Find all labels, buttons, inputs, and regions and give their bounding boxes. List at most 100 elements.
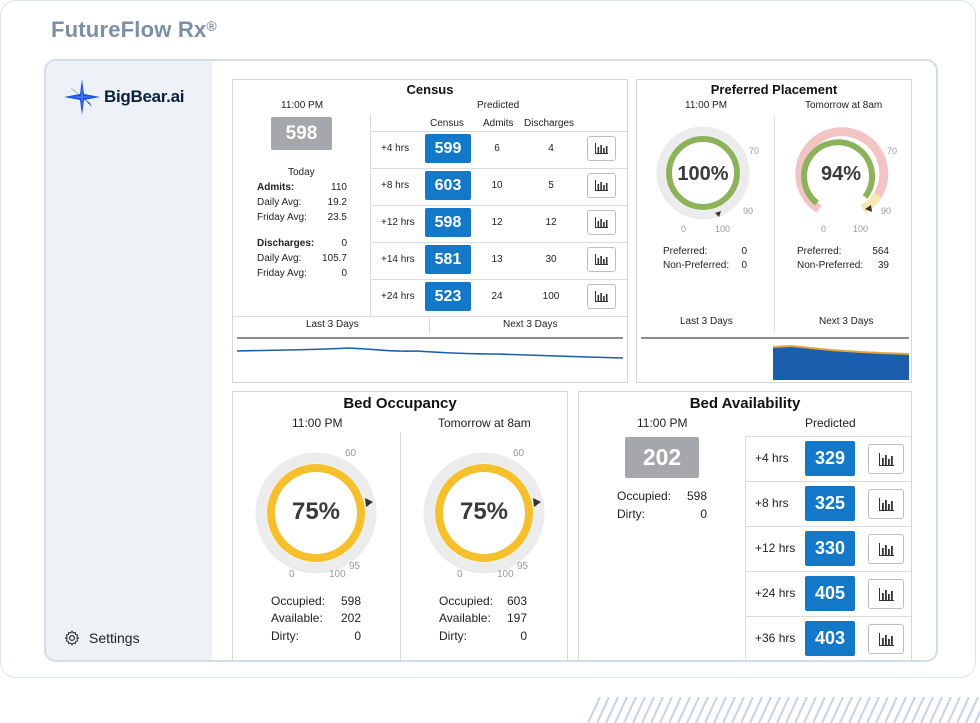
placement-right-tick-100: 100 <box>853 224 869 234</box>
bar-chart-icon <box>595 217 608 228</box>
app-window: FutureFlow Rx® BigBear.ai Settings <box>0 0 976 678</box>
placement-right-preferred-value: 564 <box>872 246 889 257</box>
col-admits-header: Admits <box>483 118 514 129</box>
placement-left-tick-100: 100 <box>715 224 731 234</box>
placement-right-tick-90: 90 <box>881 206 892 216</box>
placement-left-tick-70: 70 <box>749 146 760 156</box>
row-separator <box>371 168 627 169</box>
placement-right-preferred-label: Preferred: <box>797 246 842 257</box>
row-offset: +12 hrs <box>755 541 796 555</box>
row-discharges-value: 100 <box>542 291 560 302</box>
placement-right-percent: 94% <box>820 163 862 185</box>
bar-chart-icon <box>878 587 894 601</box>
discharges-label: Discharges: <box>257 238 315 249</box>
discharges-friday-avg: 0 <box>341 268 347 279</box>
row-offset: +36 hrs <box>755 631 796 645</box>
census-footer-divider <box>429 316 430 334</box>
row-separator <box>746 616 911 617</box>
sidebar: BigBear.ai Settings <box>46 61 212 660</box>
occupancy-right-percent: 75% <box>459 498 509 525</box>
row-chart-button[interactable] <box>587 210 616 235</box>
row-chart-button[interactable] <box>587 136 616 161</box>
placement-left-tick-90: 90 <box>743 206 754 216</box>
row-chart-button[interactable] <box>587 247 616 272</box>
row-census-value: 599 <box>425 134 471 163</box>
row-census-value: 581 <box>425 245 471 274</box>
row-separator <box>746 526 911 527</box>
row-admits-value: 10 <box>491 180 503 191</box>
settings-link[interactable]: Settings <box>64 630 140 646</box>
occupancy-right-dirty-label: Dirty: <box>439 629 467 643</box>
occupancy-right-occupied-value: 603 <box>506 594 527 608</box>
gear-icon <box>64 630 80 646</box>
row-chart-button[interactable] <box>587 284 616 309</box>
row-chart-button[interactable] <box>868 624 904 654</box>
census-panel: Census 11:00 PM Predicted 598 Today Admi… <box>232 79 628 383</box>
placement-divider <box>774 116 775 332</box>
occupancy-left-dirty-label: Dirty: <box>271 629 299 643</box>
row-availability-value: 403 <box>805 621 855 656</box>
occupancy-right-tick-100: 100 <box>497 569 514 580</box>
occupancy-title: Bed Occupancy <box>343 395 457 412</box>
row-chart-button[interactable] <box>868 489 904 519</box>
occupancy-right-occupied-label: Occupied: <box>439 594 494 608</box>
bigbear-logo[interactable]: BigBear.ai <box>62 77 184 117</box>
placement-next-days: Next 3 Days <box>819 316 874 327</box>
col-discharges-header: Discharges <box>524 118 575 129</box>
occupancy-right-dirty-value: 0 <box>520 629 527 643</box>
bar-chart-icon <box>595 254 608 265</box>
census-current-time: 11:00 PM <box>281 100 324 111</box>
row-census-value: 603 <box>425 171 471 200</box>
placement-left-preferred-label: Preferred: <box>663 246 708 257</box>
occupancy-right-available-value: 197 <box>506 611 527 625</box>
row-separator <box>746 571 911 572</box>
bed-occupancy-panel: Bed Occupancy 11:00 PM 75% 60 95 0 100 O… <box>232 391 568 660</box>
census-footer-line <box>233 316 627 317</box>
settings-label: Settings <box>89 630 140 646</box>
admits-friday-avg-label: Friday Avg: <box>257 212 307 223</box>
decorative-stripes <box>588 697 980 723</box>
occupancy-left-tick-95: 95 <box>349 561 361 572</box>
occupancy-left-tick-100: 100 <box>329 569 346 580</box>
bar-chart-icon <box>878 632 894 646</box>
placement-right-non-preferred-label: Non-Preferred: <box>797 260 864 271</box>
discharges-friday-avg-label: Friday Avg: <box>257 268 307 279</box>
occupancy-right-available-label: Available: <box>439 611 491 625</box>
occupancy-left-percent: 75% <box>291 498 341 525</box>
availability-occupied-label: Occupied: <box>617 489 672 503</box>
col-census-header: Census <box>430 118 464 129</box>
census-current-value: 598 <box>271 117 332 150</box>
census-divider <box>370 114 371 318</box>
placement-last-days: Last 3 Days <box>680 316 733 327</box>
occupancy-divider <box>400 432 401 660</box>
availability-predicted-label: Predicted <box>805 416 856 430</box>
row-chart-button[interactable] <box>868 579 904 609</box>
row-discharges-value: 30 <box>545 254 557 265</box>
discharges-daily-avg: 105.7 <box>321 253 347 264</box>
bigbear-star-icon <box>64 79 100 115</box>
brand-name: BigBear.ai <box>104 87 185 106</box>
availability-current-value: 202 <box>625 437 699 478</box>
census-last-days: Last 3 Days <box>306 319 359 330</box>
row-offset: +4 hrs <box>381 143 410 154</box>
occupancy-right-tick-0: 0 <box>457 569 463 580</box>
row-offset: +24 hrs <box>755 586 796 600</box>
occupancy-left-dirty-value: 0 <box>354 629 361 643</box>
row-chart-button[interactable] <box>868 444 904 474</box>
dashboard-frame: BigBear.ai Settings Census 11:00 PM Pred… <box>44 59 938 662</box>
row-availability-value: 325 <box>805 486 855 521</box>
row-census-value: 523 <box>425 282 471 311</box>
discharges-value: 0 <box>341 238 347 249</box>
occupancy-left-time: 11:00 PM <box>292 416 343 430</box>
placement-left-gauge <box>656 126 750 220</box>
placement-right-tick-0: 0 <box>821 224 827 234</box>
occupancy-right-time: Tomorrow at 8am <box>438 416 531 430</box>
occupancy-left-tick-0: 0 <box>289 569 295 580</box>
bar-chart-icon <box>595 180 608 191</box>
row-chart-button[interactable] <box>868 534 904 564</box>
occupancy-left-available-value: 202 <box>340 611 361 625</box>
row-discharges-value: 5 <box>548 180 554 191</box>
app-title: FutureFlow Rx® <box>51 17 217 42</box>
row-census-value: 598 <box>425 208 471 237</box>
row-chart-button[interactable] <box>587 173 616 198</box>
